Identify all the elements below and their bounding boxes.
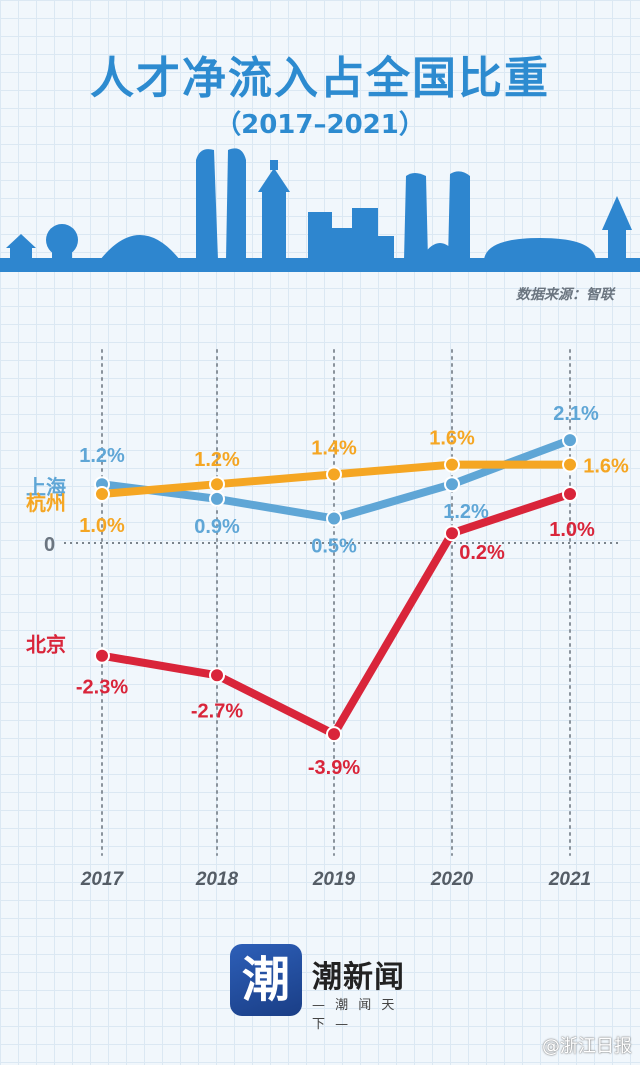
data-label-shanghai-2019: 0.5% [311,536,357,558]
data-label-beijing-2020: 0.2% [459,542,505,564]
skyline-illustration [0,148,640,272]
series-line-beijing [98,490,574,739]
brand-slogan: — 潮 闻 天 下 — [312,998,398,1032]
series-name-beijing: 北京 [26,633,66,657]
data-point-beijing-2018 [209,667,225,684]
watermark: @浙江日报 [542,1036,632,1057]
data-label-hangzhou-2021: 1.6% [583,456,629,478]
data-point-shanghai-2021 [562,432,578,449]
data-label-hangzhou-2020: 1.6% [429,428,475,450]
data-point-shanghai-2018 [209,490,225,507]
data-label-beijing-2017: -2.3% [76,677,128,699]
data-label-shanghai-2018: 0.9% [194,516,240,538]
data-label-hangzhou-2018: 1.2% [194,449,240,471]
data-label-hangzhou-2019: 1.4% [311,437,357,459]
data-point-shanghai-2020 [444,476,460,493]
chart-title: 人才净流入占全国比重 [90,53,550,104]
line-chart: 0 2017 2018 2019 2020 2021 1.2% 0.9% 0.5% 1.2% 2.1… [26,349,629,890]
data-point-beijing-2017 [94,647,110,664]
data-point-hangzhou-2018 [209,476,225,493]
data-label-beijing-2021: 1.0% [549,519,595,541]
x-tick-label-2020: 2020 [430,869,474,890]
brand-logo: 潮 [230,944,302,1016]
x-tick-label-2021: 2021 [548,869,591,890]
data-label-shanghai-2017: 1.2% [79,445,125,467]
brand-name: 潮新闻 [312,960,405,995]
series-name-shanghai: 上海 [26,475,66,499]
data-point-beijing-2021 [562,486,578,502]
data-label-shanghai-2020: 1.2% [443,501,489,523]
data-point-hangzhou-2020 [444,456,460,473]
data-point-hangzhou-2019 [326,466,342,483]
zero-tick-label: 0 [44,534,55,556]
data-point-hangzhou-2017 [94,486,110,502]
data-label-beijing-2019: -3.9% [308,757,360,779]
data-label-shanghai-2021: 2.1% [553,403,599,425]
x-tick-label-2019: 2019 [312,869,356,890]
data-source: 数据来源：智联 [516,287,614,303]
brand-block: 潮 潮新闻 — 潮 闻 天 下 — [230,944,410,1032]
data-label-beijing-2018: -2.7% [191,700,243,722]
x-tick-label-2017: 2017 [80,869,125,890]
data-point-shanghai-2019 [326,510,342,527]
data-point-hangzhou-2021 [562,456,578,473]
chart-subtitle: （2017–2021） [215,110,425,140]
data-point-beijing-2019 [326,726,342,743]
x-tick-label-2018: 2018 [195,869,239,890]
data-point-beijing-2020 [444,525,460,542]
data-label-hangzhou-2017: 1.0% [79,515,125,537]
series-name-hangzhou: 杭州 [26,491,66,515]
